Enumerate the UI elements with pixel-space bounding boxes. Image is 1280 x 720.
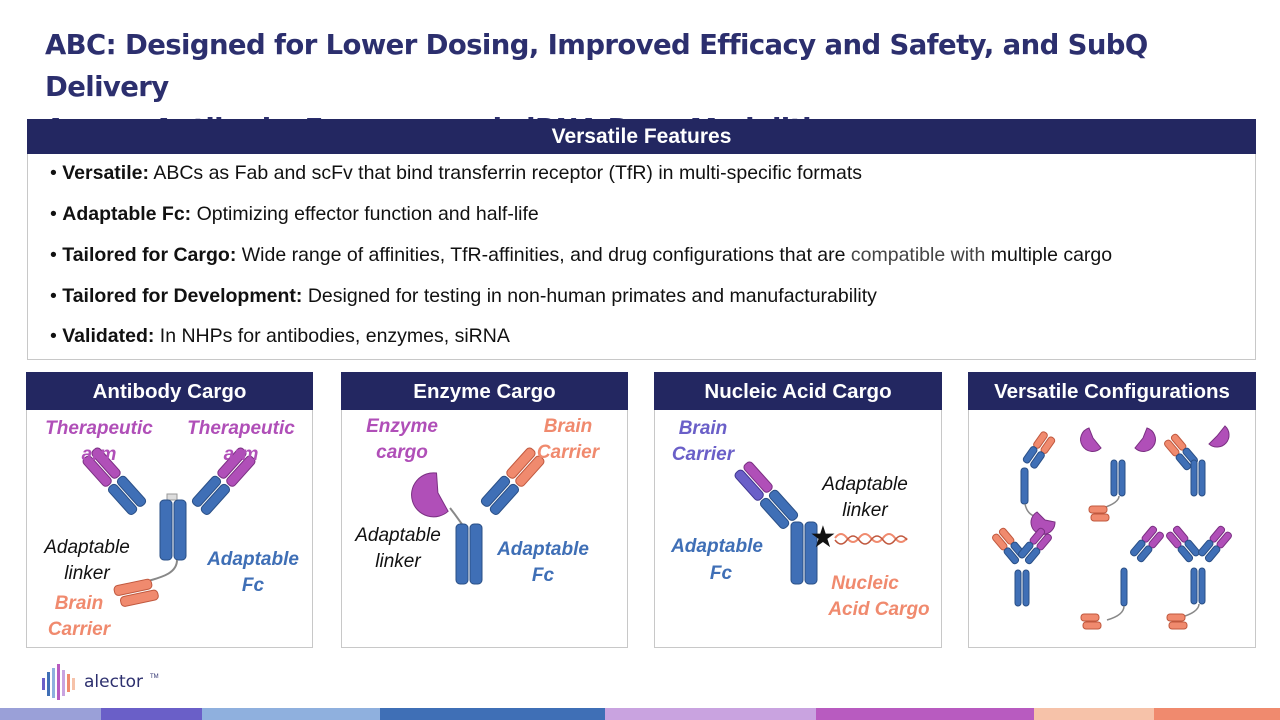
feature-bullet: • Tailored for Development: Designed for… <box>50 285 877 307</box>
therapeutic-arm-left-l2: arm <box>82 444 117 465</box>
carrier-label-l2: Carrier <box>48 619 112 640</box>
features-header: Versatile Features <box>27 119 1256 154</box>
nucleic-cargo-label-l1: Nucleic <box>831 573 899 594</box>
feature-text-muted: compatible with <box>850 244 986 266</box>
enzyme-cargo-title: Enzyme Cargo <box>341 372 628 410</box>
enzyme-carrier-label-l1: Brain <box>544 416 593 437</box>
antibody-diagram: Therapeutic arm Therapeutic arm Adaptabl… <box>43 418 299 640</box>
feature-bold: Tailored for Cargo: <box>62 244 237 266</box>
feature-text: Designed for testing in non-human primat… <box>302 285 877 307</box>
antibody-cargo-panel: Antibody Cargo Therapeutic arm Therapeut… <box>26 372 313 648</box>
footer-bar-segment <box>202 708 380 720</box>
enzyme-fc-label-l1: Adaptable <box>496 539 589 560</box>
features-list: • Versatile: ABCs as Fab and scFv that b… <box>27 154 1256 360</box>
nucleic-fc-label-l2: Fc <box>710 563 733 584</box>
footer-bar-segment <box>380 708 605 720</box>
config-icon <box>1020 431 1056 535</box>
footer-bar-segment <box>101 708 202 720</box>
versatile-configurations-title: Versatile Configurations <box>968 372 1256 410</box>
feature-bold: Validated: <box>62 325 155 347</box>
config-icon <box>1164 425 1230 497</box>
title-line-1: ABC: Designed for Lower Dosing, Improved… <box>45 29 1148 103</box>
footer-bar-segment <box>605 708 816 720</box>
config-icon <box>992 527 1052 607</box>
config-icon <box>1166 525 1232 630</box>
enzyme-carrier-label-l2: Carrier <box>537 442 601 463</box>
nucleic-acid-cargo-title: Nucleic Acid Cargo <box>654 372 942 410</box>
feature-bold: Tailored for Development: <box>62 285 303 307</box>
enzyme-linker-label-l2: linker <box>375 551 421 572</box>
therapeutic-arm-right-l1: Therapeutic <box>187 418 295 439</box>
nucleic-carrier-label-l2: Carrier <box>672 444 736 465</box>
enzyme-cargo-panel: Enzyme Cargo Enzyme cargo Brain Carrier … <box>341 372 628 648</box>
feature-text: Optimizing effector function and half-li… <box>191 203 539 225</box>
nucleic-linker-label-l2: linker <box>842 500 888 521</box>
logo-trademark: TM <box>150 674 159 680</box>
fc-label-l2: Fc <box>242 575 265 596</box>
alector-logo: alector TM <box>42 664 159 700</box>
antibody-cargo-title: Antibody Cargo <box>26 372 313 410</box>
linker-label-l2: linker <box>64 563 110 584</box>
enzyme-fc-label-l2: Fc <box>532 565 555 586</box>
enzyme-cargo-label-l1: Enzyme <box>366 416 438 437</box>
feature-bold: Adaptable Fc: <box>62 203 192 225</box>
conjugation-star-icon: ★ <box>810 521 837 554</box>
therapeutic-arm-left-l1: Therapeutic <box>45 418 153 439</box>
feature-bullet: • Versatile: ABCs as Fab and scFv that b… <box>50 162 863 184</box>
enzyme-diagram: Enzyme cargo Brain Carrier Adaptable lin… <box>354 416 601 586</box>
footer-bar-segment <box>1034 708 1154 720</box>
feature-text: Wide range of affinities, TfR-affinities… <box>236 244 851 266</box>
carrier-label-l1: Brain <box>55 593 104 614</box>
nucleic-cargo-label-l2: Acid Cargo <box>827 599 929 620</box>
feature-text: ABCs as Fab and scFv that bind transferr… <box>148 162 863 184</box>
alector-logo-mark-icon <box>42 664 75 700</box>
config-icon <box>1080 525 1164 630</box>
nucleic-fc-label-l1: Adaptable <box>670 536 763 557</box>
footer-bar-segment <box>816 708 1034 720</box>
feature-text: In NHPs for antibodies, enzymes, siRNA <box>154 325 510 347</box>
feature-text: multiple cargo <box>985 244 1113 266</box>
nucleic-acid-cargo-panel: Nucleic Acid Cargo ★ Brain Carrier Adapt… <box>654 372 942 648</box>
nucleic-linker-label-l1: Adaptable <box>821 474 908 495</box>
footer-bar-segment <box>0 708 101 720</box>
configurations-diagram <box>992 425 1232 630</box>
versatile-configurations-panel: Versatile Configurations <box>968 372 1256 648</box>
feature-bullet: • Adaptable Fc: Optimizing effector func… <box>50 203 539 225</box>
linker-label-l1: Adaptable <box>43 537 130 558</box>
feature-bullet: • Tailored for Cargo: Wide range of affi… <box>50 244 1113 266</box>
nucleic-acid-diagram: ★ Brain Carrier Adaptable linker Adaptab… <box>670 418 930 620</box>
enzyme-cargo-label-l2: cargo <box>376 442 428 463</box>
fc-label-l1: Adaptable <box>206 549 299 570</box>
footer-bar-segment <box>1154 708 1280 720</box>
logo-wordmark: alector <box>84 672 143 692</box>
therapeutic-arm-right-l2: arm <box>224 444 259 465</box>
feature-bullet: • Validated: In NHPs for antibodies, enz… <box>50 325 510 347</box>
feature-bold: Versatile: <box>62 162 149 184</box>
nucleic-carrier-label-l1: Brain <box>679 418 728 439</box>
enzyme-linker-label-l1: Adaptable <box>354 525 441 546</box>
config-icon <box>1080 427 1156 522</box>
